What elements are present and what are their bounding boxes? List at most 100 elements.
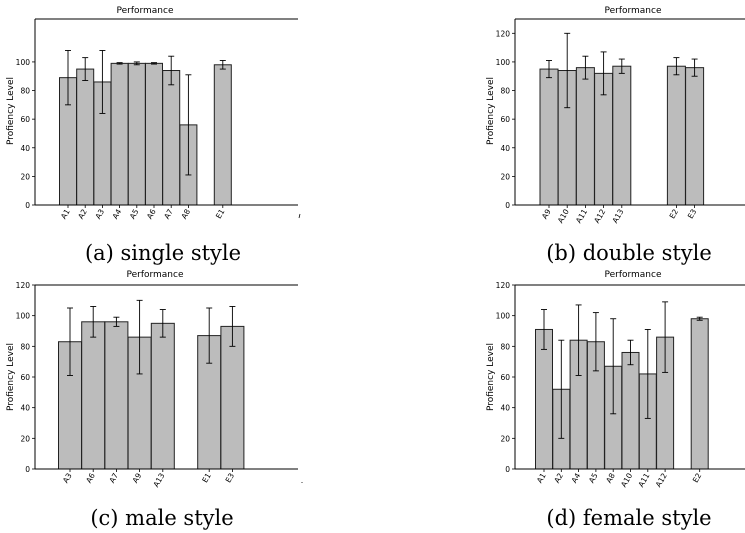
- y-tick-label: 0: [505, 201, 510, 210]
- bar-E3: [685, 67, 705, 206]
- chart-title: Performance: [604, 6, 661, 16]
- caption: (b) double style: [546, 241, 712, 265]
- chart-title: Performance: [126, 270, 183, 280]
- bar-A6: [81, 321, 106, 470]
- bar-A6: [145, 62, 163, 206]
- bar-A9: [539, 68, 559, 206]
- axes: [514, 18, 745, 206]
- bar-A4: [110, 62, 129, 206]
- chart-title: Performance: [604, 270, 661, 280]
- bar-A1: [535, 328, 553, 470]
- x-tick-label: A1: [59, 207, 72, 220]
- x-tick-label: E2: [668, 207, 681, 220]
- x-tick-label: A11: [636, 471, 651, 488]
- x-axis-ticks: A3 A6 A7 A9 A13 E1 E3: [61, 469, 236, 489]
- x-tick-label: A5: [128, 207, 141, 220]
- y-tick-label: 60: [500, 115, 510, 124]
- x-tick-label: E1: [214, 207, 227, 220]
- y-tick-label: 40: [20, 404, 30, 413]
- x-tick-label: A8: [179, 207, 192, 220]
- y-tick-label: 0: [25, 465, 30, 474]
- axes: [514, 284, 745, 470]
- bar-A11: [575, 67, 595, 206]
- x-tick-label: A11: [574, 207, 589, 224]
- y-axis-ticks: 0 20 40 60 80 100 120: [496, 29, 515, 210]
- y-tick-label: 80: [20, 87, 30, 96]
- x-tick-label: A2: [552, 471, 565, 484]
- y-axis-label: Profiency Level: [486, 343, 496, 411]
- x-tick-label: E3: [224, 471, 237, 484]
- y-tick-label: 20: [500, 172, 510, 181]
- x-tick-label: A10: [619, 471, 634, 488]
- x-tick-label: A9: [540, 207, 553, 220]
- x-tick-label: E2: [691, 471, 704, 484]
- y-tick-label: 60: [20, 373, 30, 382]
- chart-title: Performance: [116, 6, 173, 16]
- x-tick-label: A9: [131, 471, 144, 484]
- bar-E2: [666, 65, 686, 206]
- bars: [58, 321, 245, 470]
- y-tick-label: 100: [496, 312, 511, 321]
- y-axis-ticks: 0 20 40 60 80 100 120: [16, 281, 35, 474]
- bar-E3: [220, 325, 245, 470]
- y-tick-label: 20: [20, 434, 30, 443]
- bars: [535, 318, 709, 470]
- bar-A7: [162, 70, 181, 206]
- x-axis-ticks: A1 A2 A4 A5 A8 A10 A11 A12 E2: [535, 469, 704, 489]
- y-tick-label: 120: [496, 29, 511, 38]
- error-bars: [65, 50, 226, 176]
- y-tick-label: 20: [20, 172, 30, 181]
- x-tick-label: A12: [592, 207, 607, 224]
- chart-panel-male-style: Performance Profiency Level 0 20 40 60 80 100…: [6, 270, 298, 530]
- x-tick-label: A6: [145, 207, 158, 220]
- x-tick-label: A1: [535, 471, 548, 484]
- y-tick-label: 120: [496, 281, 511, 290]
- bar-E2: [690, 318, 709, 470]
- error-bars: [541, 301, 703, 439]
- x-axis-ticks: A9 A10 A11 A12 A13 E2 E3: [540, 205, 698, 225]
- x-tick-label: A12: [654, 471, 669, 488]
- y-tick-label: 80: [500, 342, 510, 351]
- chart-panel-female-style: Performance Profiency Level 0 20 40 60 80 100…: [486, 270, 745, 530]
- y-tick-label: 0: [25, 201, 30, 210]
- x-tick-label: A2: [76, 207, 89, 220]
- bar-A5: [127, 62, 146, 206]
- y-tick-label: 40: [500, 404, 510, 413]
- bar-E1: [213, 64, 232, 206]
- x-tick-label: A6: [84, 471, 97, 484]
- x-tick-label: E1: [200, 471, 213, 484]
- error-bars: [67, 299, 236, 376]
- y-tick-label: 120: [16, 281, 31, 290]
- bar-A7: [104, 321, 129, 470]
- bars: [59, 62, 232, 206]
- error-bars: [546, 32, 698, 109]
- y-axis-label: Profiency Level: [6, 343, 16, 411]
- bar-A10: [621, 351, 640, 470]
- axes: [34, 18, 298, 206]
- x-tick-label: A13: [151, 471, 166, 488]
- y-tick-label: 20: [500, 434, 510, 443]
- x-tick-label: A5: [587, 471, 600, 484]
- x-tick-label: A10: [556, 207, 571, 224]
- y-tick-label: 80: [500, 87, 510, 96]
- x-tick-label: A8: [604, 471, 617, 484]
- y-tick-label: 40: [500, 144, 510, 153]
- y-tick-label: 40: [20, 144, 30, 153]
- x-axis-ticks: A1 A2 A3 A4 A5 A6 A7 A8 E1: [59, 205, 227, 221]
- x-tick-label: A7: [107, 471, 120, 484]
- bars: [539, 65, 705, 206]
- axes: [34, 284, 298, 470]
- y-axis-ticks: 0 20 40 60 80 100 120: [496, 281, 515, 474]
- y-axis-label: Profiency Level: [6, 77, 16, 145]
- x-tick-label: E3: [686, 207, 699, 220]
- x-tick-label: A3: [93, 207, 106, 220]
- chart-panel-single-style: Performance Profiency Level 0 20 40 60 80 100…: [6, 6, 298, 265]
- y-tick-label: 60: [500, 373, 510, 382]
- x-tick-label: A4: [570, 471, 583, 484]
- chart-panel-double-style: Performance Profiency Level 0 20 40 60 80 100…: [486, 6, 745, 265]
- x-tick-label: A7: [162, 207, 175, 220]
- y-axis-label: Profiency Level: [486, 77, 496, 145]
- bar-A2: [76, 68, 95, 206]
- x-tick-label: A3: [61, 471, 74, 484]
